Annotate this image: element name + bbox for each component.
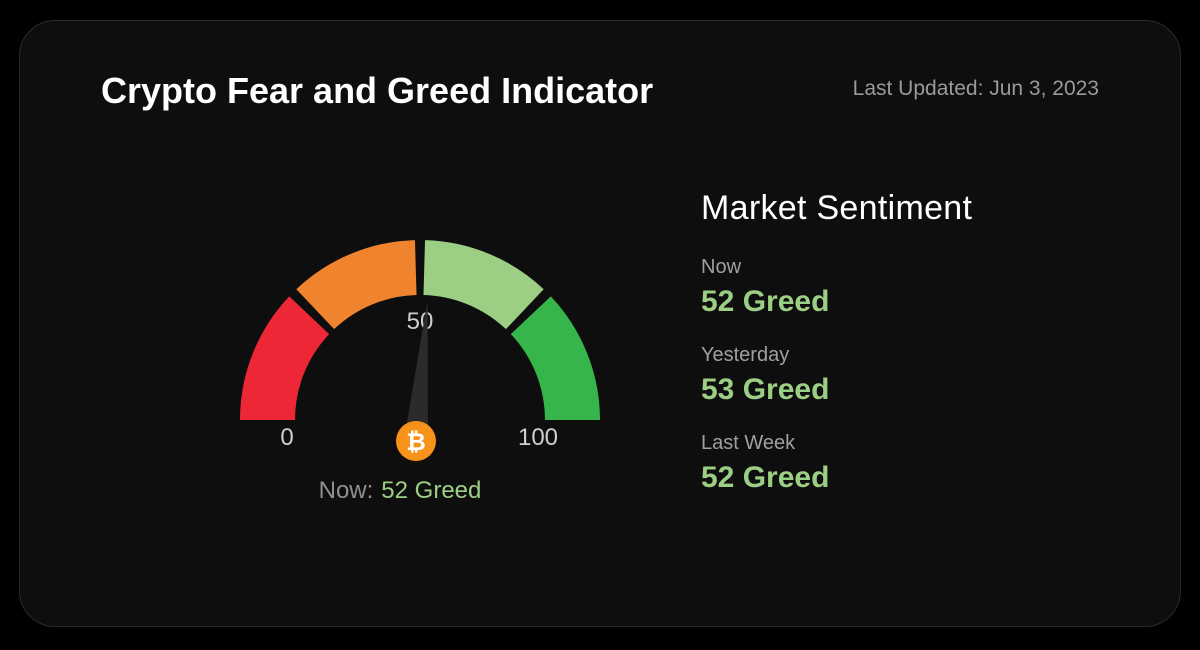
gauge-caption: Now: 52 Greed (200, 476, 600, 506)
sentiment-value: 52 Greed (701, 461, 830, 494)
gauge-segment-fear (296, 240, 417, 330)
market-sentiment-panel: Market Sentiment Now 52 Greed Yesterday … (701, 187, 1121, 519)
page-title: Crypto Fear and Greed Indicator (101, 70, 654, 111)
sentiment-row-yesterday: Yesterday 53 Greed (701, 343, 1121, 409)
gauge-min-label: 0 (280, 424, 293, 451)
gauge-segment-extreme-fear (240, 296, 330, 420)
sentiment-label: Yesterday (701, 344, 790, 366)
sentiment-row-last-week: Last Week 52 Greed (701, 431, 1121, 497)
sentiment-row-now: Now 52 Greed (701, 255, 1121, 321)
last-updated: Last Updated: Jun 3, 2023 (852, 77, 1099, 100)
gauge-max-label: 100 (518, 424, 558, 451)
gauge-caption-value: 52 Greed (381, 477, 482, 504)
bitcoin-icon (396, 421, 436, 461)
sentiment-label: Last Week (701, 432, 796, 454)
sentiment-label: Now (701, 256, 742, 278)
fear-greed-gauge: 50 0 100 ₿ (240, 240, 600, 461)
gauge-mid-label: 50 (407, 308, 434, 335)
indicator-card: Crypto Fear and Greed Indicator Last Upd… (19, 20, 1181, 627)
sentiment-value: 53 Greed (701, 373, 830, 406)
gauge-needle (404, 300, 428, 442)
gauge-segment-greed (423, 240, 544, 330)
gauge-segment-extreme-greed (510, 296, 600, 420)
sentiment-value: 52 Greed (701, 285, 830, 318)
gauge-caption-label: Now: (318, 477, 374, 504)
bitcoin-symbol: ₿ (406, 428, 426, 456)
market-sentiment-title: Market Sentiment (701, 189, 973, 227)
